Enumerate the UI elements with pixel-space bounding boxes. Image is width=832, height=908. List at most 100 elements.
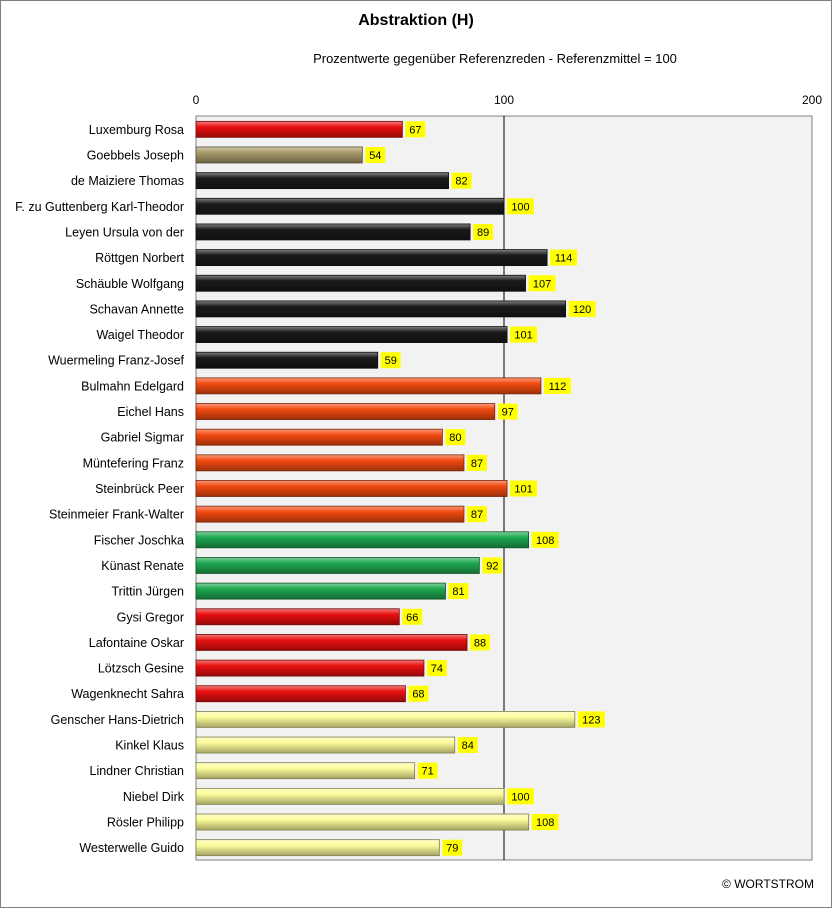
- data-label-bg: [473, 223, 494, 240]
- chart-subtitle: Prozentwerte gegenüber Referenzreden - R…: [313, 51, 677, 66]
- data-label: 74: [431, 663, 443, 675]
- category-label: Leyen Ursula von der: [65, 225, 184, 239]
- category-label: Müntefering Franz: [83, 456, 184, 470]
- data-label-bg: [417, 762, 438, 779]
- category-label: Kinkel Klaus: [115, 739, 184, 753]
- data-label: 84: [462, 740, 474, 752]
- data-label: 68: [412, 689, 424, 701]
- category-label: Trittin Jürgen: [112, 585, 185, 599]
- x-tick-label: 200: [802, 93, 822, 107]
- bar: [195, 120, 403, 138]
- category-label: Schäuble Wolfgang: [76, 277, 184, 291]
- category-label: Fischer Joschka: [94, 533, 184, 547]
- bar: [195, 582, 446, 600]
- category-label: Wagenknecht Sahra: [71, 687, 184, 701]
- copyright-credit: © WORTSTROM: [722, 877, 814, 891]
- chart-title: Abstraktion (H): [358, 12, 474, 29]
- category-label: Lindner Christian: [90, 764, 185, 778]
- data-label-bg: [451, 172, 472, 189]
- category-label: F. zu Guttenberg Karl-Theodor: [15, 200, 184, 214]
- category-label: Goebbels Joseph: [87, 148, 184, 162]
- bar: [195, 505, 465, 523]
- data-label: 80: [449, 432, 461, 444]
- data-label: 100: [511, 201, 529, 213]
- data-label: 114: [555, 253, 573, 265]
- category-label: Gabriel Sigmar: [101, 431, 184, 445]
- data-label-bg: [577, 711, 605, 728]
- category-label: Bulmahn Edelgard: [81, 379, 184, 393]
- data-label: 54: [369, 150, 381, 162]
- bar: [195, 146, 363, 164]
- data-label: 101: [514, 330, 532, 342]
- category-label: Eichel Hans: [117, 405, 184, 419]
- bar: [195, 300, 567, 318]
- data-label-bg: [470, 634, 491, 651]
- data-label-bg: [531, 814, 559, 831]
- category-label: Röttgen Norbert: [95, 251, 184, 265]
- data-label: 100: [511, 791, 529, 803]
- data-label-bg: [402, 608, 423, 625]
- data-label: 79: [446, 843, 458, 855]
- bar: [195, 813, 530, 831]
- category-label: Waigel Theodor: [96, 328, 184, 342]
- data-label-bg: [510, 326, 538, 343]
- category-label: Steinmeier Frank-Walter: [49, 508, 184, 522]
- data-label: 81: [452, 586, 464, 598]
- data-label-bg: [466, 454, 487, 471]
- bar: [195, 428, 443, 446]
- data-label-bg: [482, 557, 503, 574]
- category-label: Genscher Hans-Dietrich: [51, 713, 184, 727]
- data-label: 88: [474, 637, 486, 649]
- data-label-bg: [380, 352, 401, 369]
- category-label: Luxemburg Rosa: [89, 123, 184, 137]
- data-label-bg: [408, 685, 429, 702]
- category-label: Lötzsch Gesine: [98, 662, 184, 676]
- x-tick-label: 100: [494, 93, 514, 107]
- bar: [195, 249, 548, 267]
- data-label-bg: [550, 249, 578, 266]
- data-label-bg: [497, 403, 518, 420]
- bar: [195, 839, 440, 857]
- data-label-bg: [426, 660, 447, 677]
- category-label: Künast Renate: [101, 559, 184, 573]
- data-label-bg: [445, 429, 466, 446]
- data-label: 123: [582, 714, 600, 726]
- bar: [195, 762, 416, 780]
- data-label: 97: [502, 407, 514, 419]
- data-label-bg: [466, 506, 487, 523]
- data-label: 67: [409, 124, 421, 136]
- bar: [195, 274, 526, 292]
- data-label: 92: [486, 560, 498, 572]
- data-label-bg: [528, 275, 556, 292]
- bar: [195, 659, 425, 677]
- data-label-bg: [365, 146, 386, 163]
- data-label: 89: [477, 227, 489, 239]
- bar: [195, 403, 496, 420]
- data-label-bg: [531, 531, 559, 548]
- bar: [195, 351, 379, 369]
- category-label: Westerwelle Guido: [79, 841, 184, 855]
- data-label-bg: [568, 300, 596, 317]
- data-label: 107: [533, 278, 551, 290]
- data-label: 66: [406, 612, 418, 624]
- category-label: Rösler Philipp: [107, 816, 184, 830]
- bar: [195, 787, 505, 805]
- bar: [195, 326, 508, 343]
- bar: [195, 634, 468, 651]
- category-label: Gysi Gregor: [117, 610, 184, 624]
- bar: [195, 377, 542, 395]
- data-label: 120: [573, 304, 591, 316]
- data-label: 108: [536, 817, 554, 829]
- data-label: 59: [385, 355, 397, 367]
- data-label-bg: [543, 377, 571, 394]
- category-label: Steinbrück Peer: [95, 482, 184, 496]
- data-label: 71: [422, 766, 434, 778]
- bar: [195, 223, 471, 241]
- bar: [195, 531, 530, 549]
- bar: [195, 685, 406, 703]
- bar: [195, 172, 449, 190]
- data-label-bg: [448, 583, 469, 600]
- data-label: 87: [471, 509, 483, 521]
- data-label-bg: [457, 737, 478, 754]
